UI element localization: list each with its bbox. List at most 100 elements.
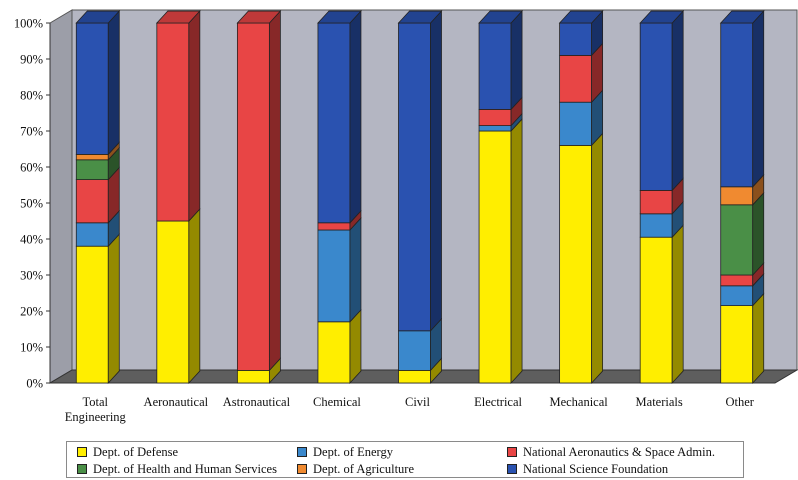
bar-segment-top <box>478 10 523 24</box>
bar-segment-front <box>398 330 431 371</box>
bar-segment-side <box>107 233 120 385</box>
bar-segment-top <box>317 10 362 24</box>
bar-segment-front <box>156 220 190 384</box>
bar-segment-side <box>188 208 201 385</box>
legend-swatch <box>77 464 87 474</box>
bar-segment-front <box>478 109 512 127</box>
legend-label: Dept. of Health and Human Services <box>93 461 277 476</box>
legend-label: National Aeronautics & Space Admin. <box>523 444 715 459</box>
bar-segment <box>156 208 201 385</box>
bar-segment-side <box>188 10 201 223</box>
bar-segment-front <box>639 236 673 384</box>
bar-segment-front <box>639 189 673 215</box>
legend-item: National Aeronautics & Space Admin. <box>507 444 715 460</box>
y-tick-label: 70% <box>20 125 43 139</box>
bar-segment-front <box>559 101 593 146</box>
bar-segment <box>317 217 362 323</box>
bar-group <box>397 10 443 385</box>
bar-group <box>478 10 523 385</box>
bar-segment <box>559 89 604 147</box>
bar-segment-front <box>75 222 109 247</box>
bar-segment-front <box>317 321 351 384</box>
y-tick-label: 0% <box>26 377 43 391</box>
bar-segment-front <box>559 144 593 384</box>
bar-segment-side <box>752 10 765 188</box>
bar-segment-top <box>236 10 282 24</box>
x-tick-label: Astronautical <box>223 395 291 409</box>
bar-segment <box>478 118 523 385</box>
bar-segment-front <box>720 22 754 188</box>
bar-segment-side <box>510 10 523 111</box>
legend-swatch <box>77 447 87 457</box>
bar-segment-side <box>349 217 362 323</box>
bar-segment-front <box>317 229 351 323</box>
x-tick-label: Total Engineering <box>65 395 127 424</box>
y-tick-label: 10% <box>20 341 43 355</box>
bar-group <box>155 10 201 385</box>
bar-segment-side <box>510 118 523 385</box>
legend-label: Dept. of Agriculture <box>313 461 415 476</box>
y-tick-label: 20% <box>20 305 43 319</box>
bar-segment-side <box>671 224 684 385</box>
bar-segment-front <box>236 369 270 384</box>
bar-segment <box>75 209 120 248</box>
y-tick-label: 100% <box>14 17 43 31</box>
bar-segment-front <box>639 22 673 191</box>
bar-segment-top <box>639 10 685 24</box>
bar-segment-top <box>75 10 121 24</box>
bar-segment <box>397 10 443 332</box>
bar-segment-front <box>398 369 431 384</box>
bar-segment-front <box>75 153 109 161</box>
y-tick-label: 30% <box>20 269 43 283</box>
bar-segment-top <box>719 10 765 24</box>
legend-swatch <box>297 464 307 474</box>
side-wall <box>49 9 73 384</box>
bar-segment-top <box>558 10 604 24</box>
bar-segment-side <box>430 10 442 332</box>
bar-segment-front <box>559 55 593 103</box>
bar-segment <box>478 10 523 111</box>
x-tick-label: Mechanical <box>549 395 608 409</box>
bar-segment-front <box>639 213 673 238</box>
bar-segment <box>719 10 765 188</box>
legend-item: Dept. of Energy <box>297 444 393 460</box>
bar-segment-side <box>752 191 765 277</box>
bar-segment-side <box>268 10 281 372</box>
legend-swatch <box>507 447 517 457</box>
bar-segment-side <box>349 10 362 224</box>
bar-group <box>558 10 604 385</box>
bar-segment-front <box>559 22 593 56</box>
y-tick-label: 90% <box>20 53 43 67</box>
bar-segment-front <box>75 179 109 224</box>
bar-segment-front <box>720 285 754 306</box>
x-tick-label: Materials <box>636 395 683 409</box>
bar-segment-front <box>75 22 109 155</box>
y-tick-label: 50% <box>20 197 43 211</box>
bar-segment <box>639 224 684 385</box>
legend-item: Dept. of Agriculture <box>297 461 414 477</box>
bar-group <box>236 10 282 385</box>
y-axis-ticks: 0% 10% 20% 30% 40% 50% 60% 70% 80% 90% 100% <box>14 17 51 391</box>
bar-segment-front <box>398 22 431 332</box>
bar-group <box>317 10 362 385</box>
bar-segment-front <box>720 274 754 287</box>
bar-group <box>639 10 685 385</box>
bar-segment <box>317 308 362 385</box>
bar-segment-front <box>317 222 351 231</box>
bar-segment-front <box>478 125 512 132</box>
bar-segment-front <box>478 22 512 110</box>
x-tick-label: Civil <box>405 395 431 409</box>
legend-swatch <box>507 464 517 474</box>
bar-segment-front <box>317 22 351 224</box>
bar-segment-side <box>752 292 765 385</box>
legend-item: National Science Foundation <box>507 461 668 477</box>
bar-segment <box>558 10 604 57</box>
bar-segment <box>639 177 684 215</box>
bar-segment-front <box>720 305 754 384</box>
legend: Dept. of Defense Dept. of Energy National … <box>66 441 744 478</box>
bar-segment-front <box>478 130 512 384</box>
bar-segment <box>75 233 120 385</box>
y-tick-label: 60% <box>20 161 43 175</box>
bar-segment <box>75 146 120 181</box>
